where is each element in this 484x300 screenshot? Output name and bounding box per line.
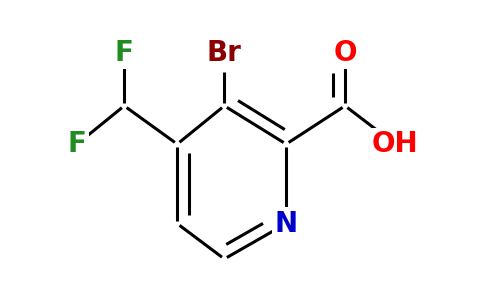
Text: O: O: [333, 39, 357, 67]
Text: F: F: [68, 130, 87, 158]
Text: OH: OH: [372, 130, 419, 158]
Text: N: N: [274, 210, 298, 238]
Text: Br: Br: [207, 39, 242, 67]
Text: F: F: [115, 39, 134, 67]
